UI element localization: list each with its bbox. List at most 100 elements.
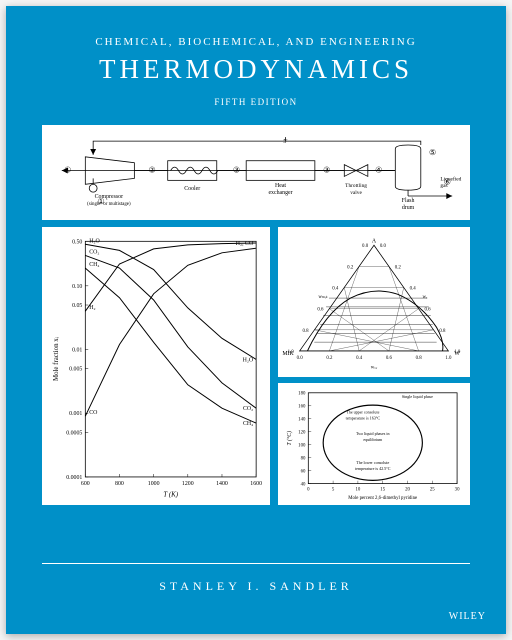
svg-text:The upper consolute: The upper consolute: [346, 410, 379, 415]
title-block: CHEMICAL, BIOCHEMICAL, AND ENGINEERING T…: [6, 6, 506, 125]
svg-text:CO: CO: [89, 410, 97, 416]
svg-text:0.6: 0.6: [425, 308, 432, 313]
svg-text:0.10: 0.10: [72, 284, 82, 290]
svg-text:0.0005: 0.0005: [66, 430, 82, 436]
svg-text:CO₂: CO₂: [243, 406, 253, 412]
svg-text:drum: drum: [402, 205, 415, 211]
ternary-diagram-panel: 0.01.01.00.20.80.80.40.60.60.60.40.40.80…: [278, 227, 470, 377]
svg-text:0.6: 0.6: [386, 356, 393, 361]
svg-text:H₂O: H₂O: [243, 357, 254, 363]
svg-text:H₂O: H₂O: [89, 238, 100, 244]
phase-diagram-panel: 051015202530406080100120140160180Mole pe…: [278, 383, 470, 505]
svg-text:0.4: 0.4: [332, 286, 339, 291]
svg-text:0.0: 0.0: [297, 356, 304, 361]
ternary-svg: 0.01.01.00.20.80.80.40.60.60.60.40.40.80…: [282, 231, 466, 373]
publisher: WILEY: [449, 611, 486, 622]
svg-text:Mole percent 2,6-dimethyl pyri: Mole percent 2,6-dimethyl pyridine: [348, 496, 417, 501]
svg-text:③: ③: [323, 166, 330, 175]
svg-text:1000: 1000: [148, 481, 160, 487]
svg-text:1.0: 1.0: [445, 356, 452, 361]
svg-text:160: 160: [298, 405, 306, 410]
svg-text:0.8: 0.8: [416, 356, 423, 361]
svg-text:140: 140: [298, 418, 306, 423]
svg-text:W: W: [454, 351, 460, 357]
svg-text:⑥: ⑥: [444, 177, 451, 186]
svg-text:Two liquid phases in: Two liquid phases in: [356, 431, 390, 436]
svg-text:40: 40: [301, 483, 306, 488]
svg-text:0.01: 0.01: [72, 348, 82, 354]
svg-text:CH₄: CH₄: [243, 421, 253, 427]
svg-text:Mole fraction xᵢ: Mole fraction xᵢ: [53, 336, 60, 381]
svg-text:15: 15: [380, 487, 385, 492]
svg-text:800: 800: [115, 481, 124, 487]
svg-text:②: ②: [149, 166, 156, 175]
svg-text:60: 60: [301, 470, 306, 475]
svg-text:Flash: Flash: [402, 198, 415, 204]
svg-text:wᵥᵥ: wᵥᵥ: [371, 366, 378, 371]
svg-text:100: 100: [298, 444, 306, 449]
phase-svg: 051015202530406080100120140160180Mole pe…: [282, 387, 466, 501]
svg-text:Single liquid phase: Single liquid phase: [402, 394, 433, 399]
svg-text:H₂, CO: H₂, CO: [236, 241, 253, 247]
svg-text:0.001: 0.001: [69, 411, 82, 417]
svg-text:The lower consolute: The lower consolute: [356, 460, 389, 465]
svg-text:0.4: 0.4: [410, 286, 417, 291]
svg-text:80: 80: [301, 457, 306, 462]
svg-text:0.2: 0.2: [347, 265, 354, 270]
svg-text:0.4: 0.4: [356, 356, 363, 361]
svg-text:wₘᵢₖ: wₘᵢₖ: [318, 295, 327, 300]
svg-text:③: ③: [233, 166, 240, 175]
svg-text:1600: 1600: [250, 481, 262, 487]
svg-text:0.8: 0.8: [303, 329, 310, 334]
book-cover: CHEMICAL, BIOCHEMICAL, AND ENGINEERING T…: [6, 6, 506, 634]
divider: [42, 563, 470, 564]
process-flow-diagram-panel: Compressor(single- or multistage)CoolerH…: [42, 125, 470, 220]
svg-text:valve: valve: [350, 190, 362, 196]
svg-text:H₂: H₂: [89, 305, 95, 311]
svg-text:5: 5: [332, 487, 335, 492]
svg-text:Heat: Heat: [275, 183, 286, 189]
svg-text:0.05: 0.05: [72, 303, 82, 309]
svg-text:MIK: MIK: [282, 351, 294, 357]
svg-text:0.50: 0.50: [72, 239, 82, 245]
svg-text:25: 25: [430, 487, 435, 492]
svg-text:0.0: 0.0: [362, 244, 369, 249]
svg-text:0.6: 0.6: [317, 308, 324, 313]
svg-text:①: ①: [64, 166, 71, 175]
svg-text:600: 600: [81, 481, 90, 487]
subtitle: CHEMICAL, BIOCHEMICAL, AND ENGINEERING: [26, 36, 486, 48]
svg-text:1400: 1400: [216, 481, 228, 487]
chart-svg: 600 800 1000 1200 1400 1600 0.0001 0.0005 0.001 0…: [48, 233, 264, 499]
svg-text:T (°C): T (°C): [286, 431, 293, 446]
svg-text:T (K): T (K): [163, 492, 178, 499]
svg-text:①: ①: [97, 197, 104, 206]
svg-text:120: 120: [298, 431, 306, 436]
svg-text:Throttling: Throttling: [345, 183, 367, 189]
svg-text:CO₂: CO₂: [89, 249, 99, 255]
svg-text:(single- or multistage): (single- or multistage): [87, 202, 131, 207]
svg-text:0.005: 0.005: [69, 367, 82, 373]
svg-text:temperature is 163°C: temperature is 163°C: [346, 415, 381, 420]
svg-text:temperature is 42.5°C: temperature is 42.5°C: [355, 466, 391, 471]
svg-text:0.2: 0.2: [326, 356, 333, 361]
svg-text:0.0001: 0.0001: [66, 475, 82, 481]
flow-svg: Compressor(single- or multistage)CoolerH…: [50, 133, 462, 212]
svg-text:wₐ: wₐ: [422, 295, 428, 300]
author-name: STANLEY I. SANDLER: [6, 579, 506, 594]
svg-text:A: A: [372, 238, 377, 244]
svg-text:10: 10: [355, 487, 360, 492]
main-title: THERMODYNAMICS: [26, 54, 486, 85]
svg-text:5': 5': [283, 139, 287, 145]
svg-text:0.2: 0.2: [395, 265, 402, 270]
svg-text:exchanger: exchanger: [268, 190, 292, 196]
svg-text:0: 0: [307, 487, 310, 492]
mole-fraction-chart-panel: 600 800 1000 1200 1400 1600 0.0001 0.0005 0.001 0…: [42, 227, 270, 505]
svg-text:0.0: 0.0: [380, 244, 387, 249]
svg-text:30: 30: [455, 487, 460, 492]
svg-text:equilibrium: equilibrium: [363, 437, 383, 442]
svg-text:CH₄: CH₄: [89, 262, 99, 268]
svg-text:⑤: ⑤: [429, 148, 436, 157]
edition: FIFTH EDITION: [26, 97, 486, 107]
svg-text:20: 20: [405, 487, 410, 492]
svg-text:1200: 1200: [182, 481, 194, 487]
